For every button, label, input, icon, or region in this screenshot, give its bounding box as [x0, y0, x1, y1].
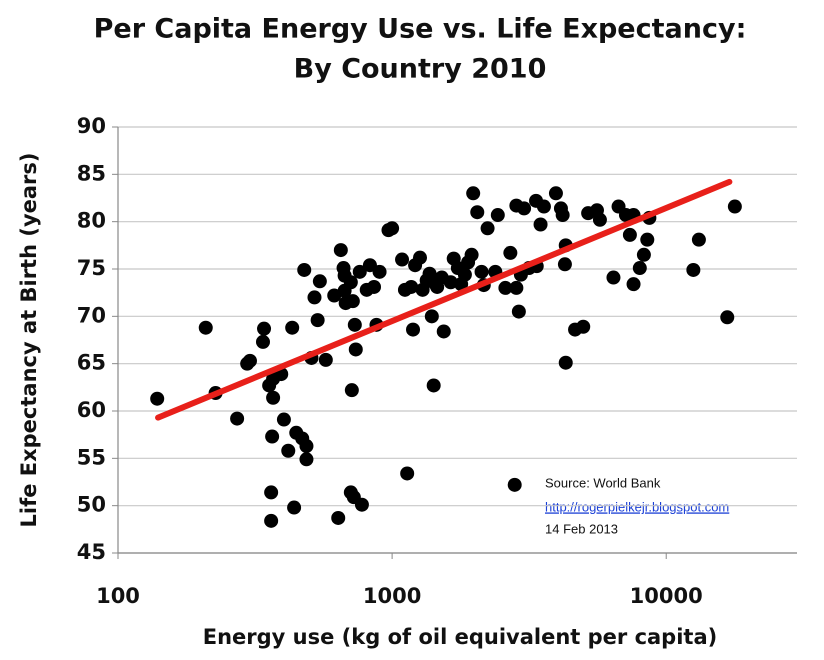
point [470, 205, 485, 220]
point [686, 262, 701, 277]
point [336, 261, 351, 276]
point [474, 264, 489, 279]
y-tick-label: 85 [77, 161, 106, 185]
point [536, 199, 551, 214]
point [558, 355, 573, 370]
point [230, 411, 245, 426]
point [352, 264, 367, 279]
point [150, 391, 165, 406]
point [691, 232, 706, 247]
x-tick-label: 10000 [630, 584, 703, 608]
point [606, 270, 621, 285]
chart-title: Per Capita Energy Use vs. Life Expectanc… [94, 14, 747, 45]
point [622, 227, 637, 242]
point [285, 320, 300, 335]
point [412, 250, 427, 265]
point [299, 439, 314, 454]
point [347, 317, 362, 332]
point [426, 378, 441, 393]
point [576, 319, 591, 334]
point [436, 324, 451, 339]
point [533, 217, 548, 232]
point [640, 232, 655, 247]
point [636, 247, 651, 262]
point [400, 466, 415, 481]
point [276, 412, 291, 427]
point [265, 429, 280, 444]
y-axis-label: Life Expectancy at Birth (years) [17, 152, 41, 527]
point [443, 275, 458, 290]
point [331, 510, 346, 525]
point [632, 261, 647, 276]
point [198, 320, 213, 335]
point [344, 383, 359, 398]
x-tick-label: 1000 [363, 584, 421, 608]
point [498, 280, 513, 295]
point [490, 208, 505, 223]
point [507, 477, 522, 492]
point [720, 310, 735, 325]
point [626, 277, 641, 292]
point [404, 279, 419, 294]
point [318, 352, 333, 367]
y-tick-label: 90 [77, 114, 106, 138]
point [395, 252, 410, 267]
annotation: 14 Feb 2013 [545, 521, 618, 536]
point [406, 322, 421, 337]
point [466, 186, 481, 201]
point [354, 497, 369, 512]
point [299, 452, 314, 467]
point [345, 294, 360, 309]
point [348, 342, 363, 357]
point [287, 500, 302, 515]
point [503, 245, 518, 260]
y-tick-label: 65 [77, 351, 106, 375]
point [457, 267, 472, 282]
y-tick-label: 70 [77, 303, 106, 327]
y-tick-label: 80 [77, 209, 106, 233]
point [367, 279, 382, 294]
point [297, 262, 312, 277]
x-tick-label: 100 [96, 584, 140, 608]
point [264, 513, 279, 528]
y-tick-label: 75 [77, 256, 106, 280]
point [517, 201, 532, 216]
point [242, 353, 257, 368]
point [424, 309, 439, 324]
point [511, 304, 526, 319]
point [509, 280, 524, 295]
annotation-link[interactable]: http://rogerpielkejr.blogspot.com [545, 499, 729, 514]
trendline [155, 178, 733, 421]
point [592, 212, 607, 227]
point [385, 221, 400, 236]
annotation: Source: World Bank [545, 475, 661, 490]
y-tick-label: 45 [77, 540, 106, 564]
y-tick-label: 60 [77, 398, 106, 422]
point [333, 243, 348, 258]
chart-title: By Country 2010 [294, 54, 547, 85]
point [266, 390, 281, 405]
point [480, 221, 495, 236]
y-tick-label: 55 [77, 445, 106, 469]
point [548, 186, 563, 201]
point [312, 274, 327, 289]
x-axis-label: Energy use (kg of oil equivalent per cap… [203, 625, 717, 649]
point [557, 257, 572, 272]
y-tick-label: 50 [77, 493, 106, 517]
point [307, 290, 322, 305]
point [343, 275, 358, 290]
point [257, 321, 272, 336]
point [281, 443, 296, 458]
point [264, 485, 279, 500]
point [372, 264, 387, 279]
point [555, 208, 570, 223]
point [464, 247, 479, 262]
point [727, 199, 742, 214]
point [310, 313, 325, 328]
point [255, 334, 270, 349]
